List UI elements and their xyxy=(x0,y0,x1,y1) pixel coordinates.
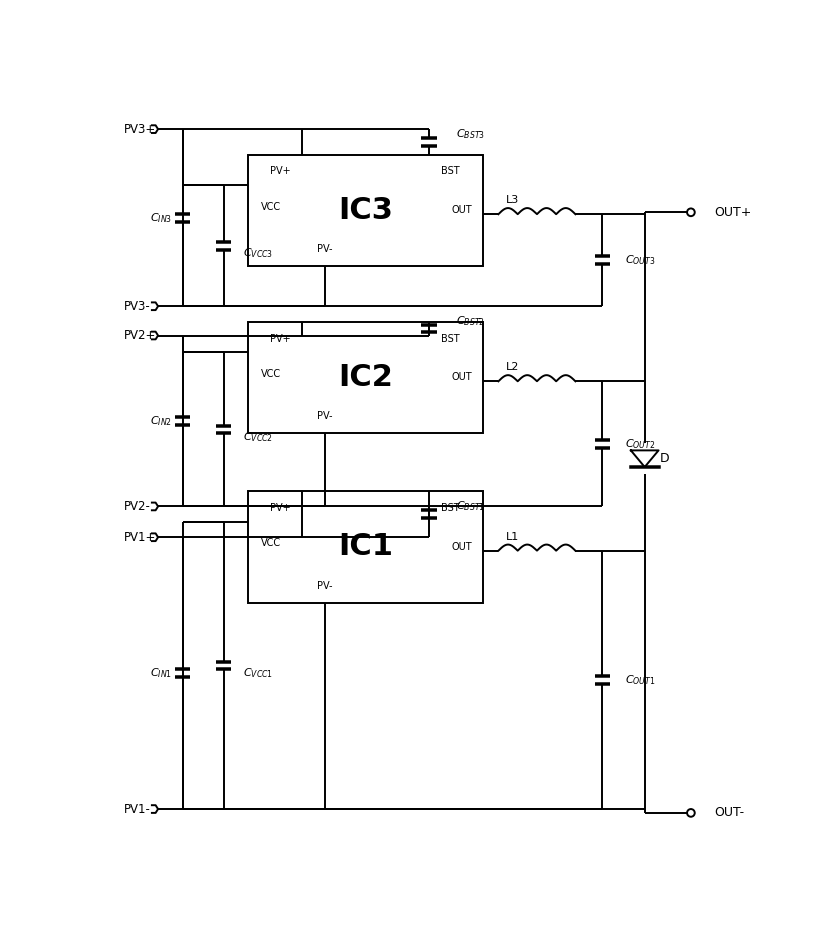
Bar xyxy=(248,491,483,603)
Text: PV-: PV- xyxy=(317,411,333,422)
Bar xyxy=(248,154,483,266)
Text: L2: L2 xyxy=(505,363,518,372)
Text: L1: L1 xyxy=(505,532,518,542)
Text: PV+: PV+ xyxy=(270,503,291,513)
Text: OUT-: OUT- xyxy=(713,806,744,819)
Text: OUT: OUT xyxy=(450,542,471,552)
Bar xyxy=(248,322,483,433)
Text: PV-: PV- xyxy=(317,581,333,591)
Text: $C_{VCC2}$: $C_{VCC2}$ xyxy=(243,430,272,444)
Text: VCC: VCC xyxy=(261,538,281,548)
Text: OUT: OUT xyxy=(450,372,471,382)
Text: D: D xyxy=(659,453,669,466)
Text: $C_{IN3}$: $C_{IN3}$ xyxy=(150,210,172,224)
Text: IC1: IC1 xyxy=(338,532,392,561)
Text: $C_{VCC3}$: $C_{VCC3}$ xyxy=(243,247,272,260)
Text: PV3-: PV3- xyxy=(123,300,150,312)
Text: PV+: PV+ xyxy=(270,334,291,343)
Text: OUT: OUT xyxy=(450,206,471,215)
Text: PV3+: PV3+ xyxy=(123,122,156,136)
Text: $C_{OUT1}$: $C_{OUT1}$ xyxy=(624,673,655,687)
Text: $C_{BST3}$: $C_{BST3}$ xyxy=(455,127,484,141)
Text: $C_{VCC1}$: $C_{VCC1}$ xyxy=(243,667,272,680)
Text: L3: L3 xyxy=(505,195,518,206)
Text: PV1-: PV1- xyxy=(123,802,150,815)
Text: PV+: PV+ xyxy=(270,166,291,177)
Text: IC2: IC2 xyxy=(338,363,392,392)
Text: PV-: PV- xyxy=(317,244,333,254)
Text: $C_{BST1}$: $C_{BST1}$ xyxy=(455,499,484,513)
Text: BST: BST xyxy=(440,334,460,343)
Text: $C_{OUT2}$: $C_{OUT2}$ xyxy=(624,437,655,451)
Text: VCC: VCC xyxy=(261,368,281,379)
Text: VCC: VCC xyxy=(261,202,281,211)
Text: BST: BST xyxy=(440,166,460,177)
Text: $C_{IN1}$: $C_{IN1}$ xyxy=(150,667,172,680)
Text: $C_{IN2}$: $C_{IN2}$ xyxy=(150,414,172,428)
Text: $C_{OUT3}$: $C_{OUT3}$ xyxy=(624,253,655,267)
Text: PV1+: PV1+ xyxy=(123,531,156,544)
Text: PV2+: PV2+ xyxy=(123,329,156,342)
Text: $C_{BST2}$: $C_{BST2}$ xyxy=(455,314,484,328)
Text: BST: BST xyxy=(440,503,460,513)
Text: IC3: IC3 xyxy=(338,195,392,225)
Text: OUT+: OUT+ xyxy=(713,206,750,219)
Text: PV2-: PV2- xyxy=(123,500,150,513)
